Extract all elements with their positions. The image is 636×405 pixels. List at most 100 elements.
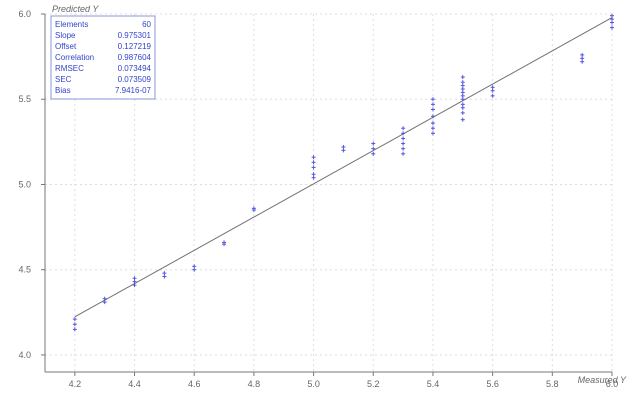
data-point [401, 126, 406, 131]
stats-value: 0.073494 [118, 64, 152, 73]
data-point [430, 121, 435, 126]
data-point [430, 107, 435, 112]
y-tick-label: 5.0 [18, 179, 31, 189]
x-tick-label: 4.4 [128, 379, 141, 389]
stats-label: Offset [55, 42, 77, 51]
data-point [341, 144, 346, 149]
data-point [72, 317, 77, 322]
axes [44, 14, 612, 373]
data-point [490, 88, 495, 93]
data-point [580, 59, 585, 64]
data-point [371, 146, 376, 151]
data-point [460, 83, 465, 88]
y-tick-label: 4.5 [18, 265, 31, 275]
stats-label: Elements [55, 20, 88, 29]
data-point [311, 165, 316, 170]
x-axis-label: Measured Y [578, 375, 627, 385]
data-point [251, 206, 256, 211]
y-tick-label: 5.5 [18, 94, 31, 104]
data-point [401, 151, 406, 156]
data-point [401, 131, 406, 136]
statistics-rows: Elements 60 Slope 0.975301 Offset 0.127219 Cor… [55, 20, 152, 95]
data-point [580, 56, 585, 61]
data-point [371, 151, 376, 156]
statistics-box-frame [50, 15, 156, 100]
stats-label: RMSEC [55, 64, 84, 73]
statistics-box: Elements 60 Slope 0.975301 Offset 0.127219 Cor… [50, 15, 156, 100]
data-point [132, 279, 137, 284]
data-point [72, 322, 77, 327]
data-point [162, 274, 167, 279]
x-tick-label: 4.6 [188, 379, 201, 389]
data-point [460, 105, 465, 110]
data-point [460, 80, 465, 85]
regression-line [74, 17, 613, 318]
x-tick-label: 5.4 [427, 379, 440, 389]
data-point [102, 296, 107, 301]
data-point [460, 87, 465, 92]
data-points [72, 13, 614, 332]
x-tick-label: 4.2 [69, 379, 82, 389]
data-point [222, 240, 227, 245]
data-point [102, 300, 107, 305]
data-point [192, 264, 197, 269]
stats-value: 0.073509 [118, 75, 152, 84]
x-tick-label: 5.8 [546, 379, 559, 389]
data-point [610, 25, 614, 30]
data-point [460, 90, 465, 95]
x-tick-label: 5.2 [367, 379, 380, 389]
data-point [341, 148, 346, 153]
grid [41, 13, 613, 376]
data-point [460, 117, 465, 122]
data-point [460, 93, 465, 98]
data-point [460, 110, 465, 115]
stats-value: 0.987604 [118, 53, 152, 62]
stats-value: 0.127219 [118, 42, 152, 51]
data-point [490, 85, 495, 90]
data-point [430, 126, 435, 131]
data-point [430, 102, 435, 107]
data-point [430, 131, 435, 136]
stats-value: 7.9416-07 [115, 86, 152, 95]
y-tick-label: 4.0 [18, 350, 31, 360]
data-point [311, 172, 316, 177]
data-point [401, 146, 406, 151]
x-tick-labels: 4.2 4.4 4.6 4.8 5.0 5.2 5.4 5.6 5.8 6.0 [69, 379, 619, 389]
x-tick-label: 5.6 [486, 379, 499, 389]
stats-label: SEC [55, 75, 72, 84]
data-point [192, 267, 197, 272]
stats-label: Slope [55, 31, 76, 40]
data-point [72, 327, 77, 332]
data-point [311, 160, 316, 165]
data-point [460, 75, 465, 80]
data-point [401, 141, 406, 146]
stats-value: 60 [142, 20, 151, 29]
x-tick-label: 5.0 [307, 379, 320, 389]
data-point [132, 276, 137, 281]
data-point [371, 141, 376, 146]
data-point [430, 114, 435, 119]
data-point [460, 102, 465, 107]
data-point [460, 97, 465, 102]
stats-value: 0.975301 [118, 31, 152, 40]
data-point [311, 155, 316, 160]
data-point [610, 17, 614, 22]
y-tick-label: 6.0 [18, 9, 31, 19]
data-point [401, 136, 406, 141]
data-point [490, 93, 495, 98]
x-tick-label: 6.0 [606, 379, 619, 389]
data-point [580, 52, 585, 57]
y-tick-labels: 4.0 4.5 5.0 5.5 6.0 [18, 9, 31, 360]
y-axis-label: Predicted Y [52, 4, 99, 14]
stats-label: Bias [55, 86, 71, 95]
data-point [132, 283, 137, 288]
data-point [162, 271, 167, 276]
data-point [610, 13, 614, 18]
x-tick-label: 4.8 [248, 379, 261, 389]
data-point [311, 175, 316, 180]
data-point [430, 97, 435, 102]
stats-label: Correlation [55, 53, 94, 62]
data-point [610, 20, 614, 25]
